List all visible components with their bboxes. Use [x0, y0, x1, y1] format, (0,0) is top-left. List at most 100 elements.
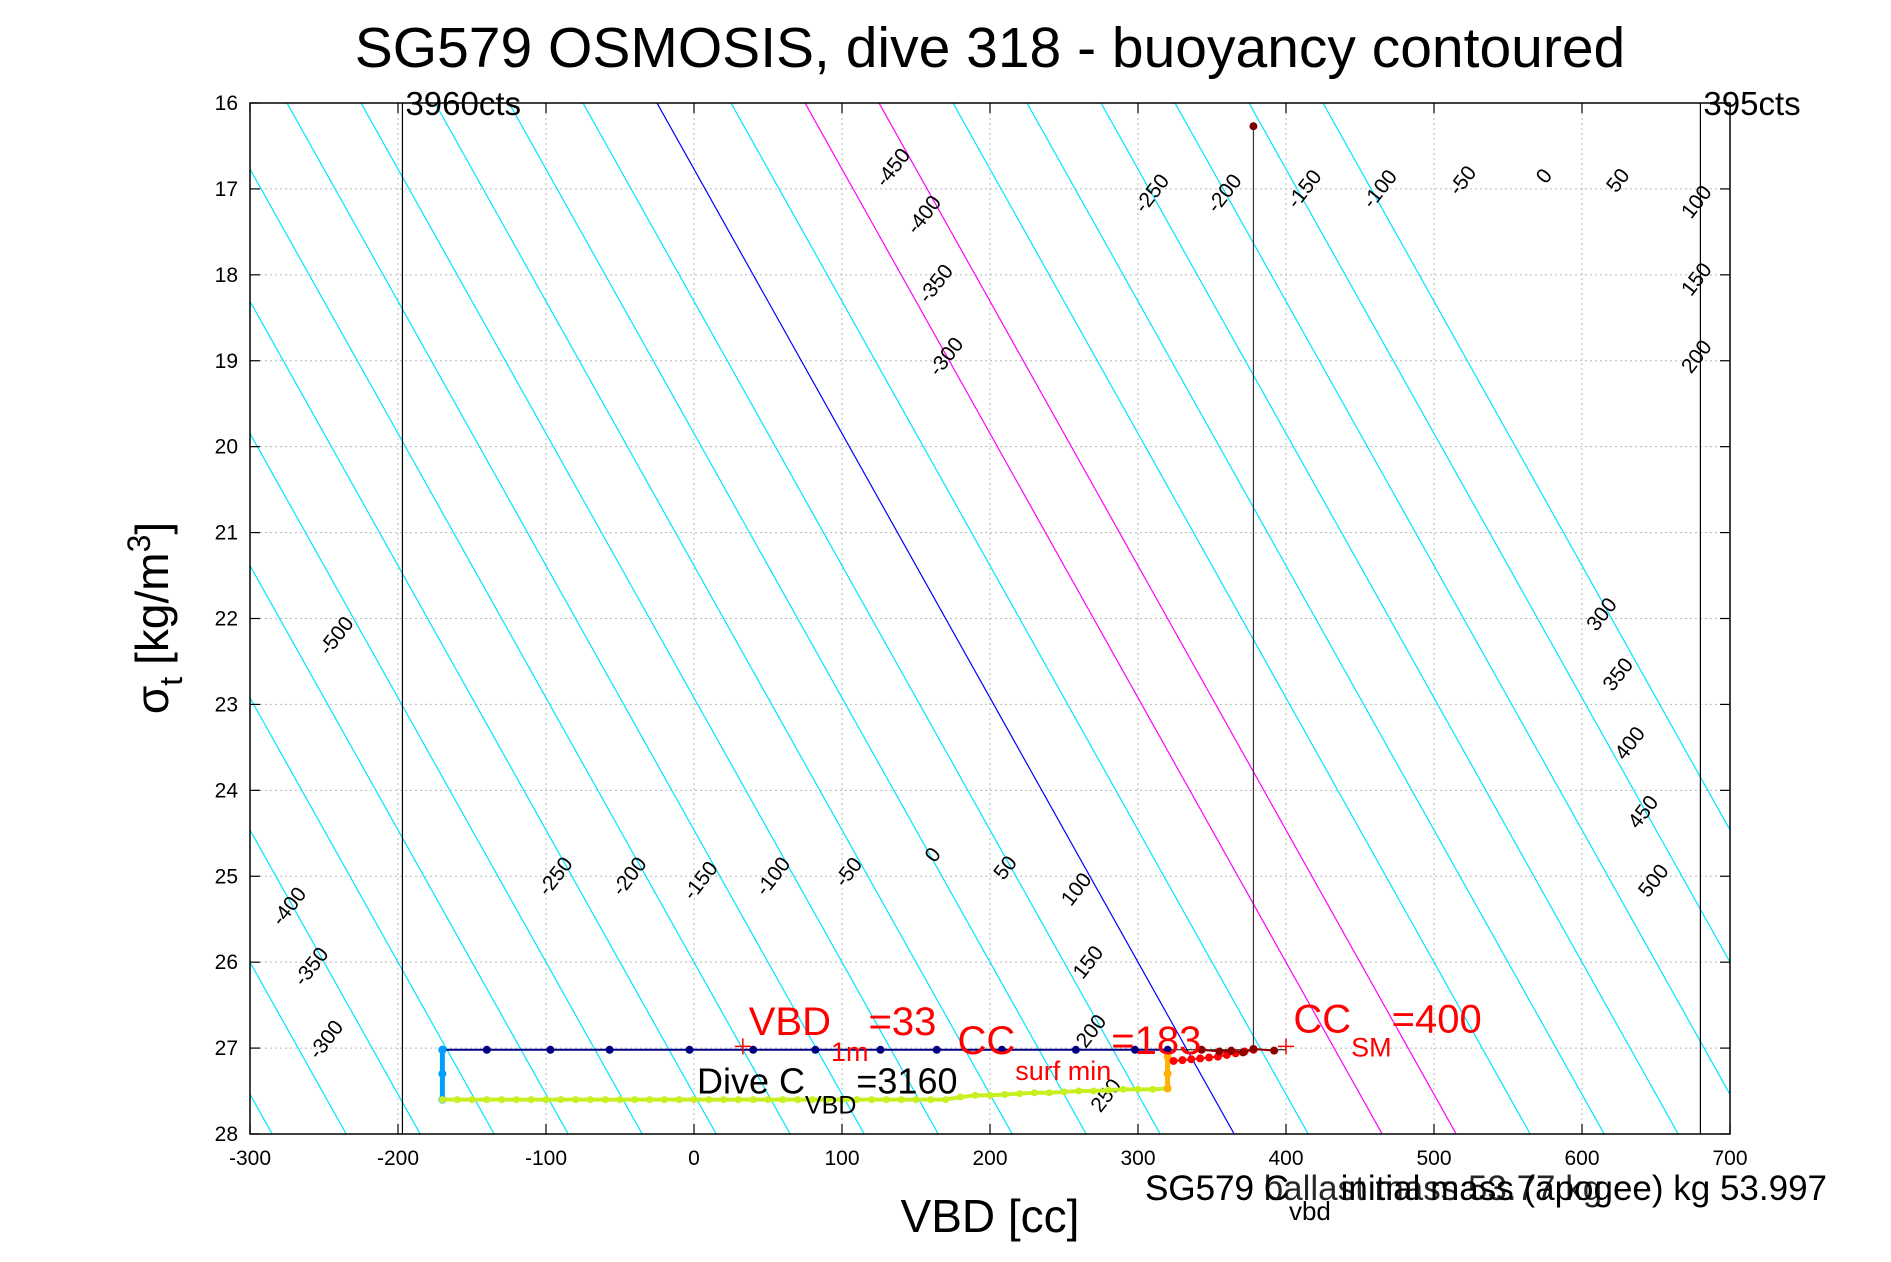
data-point [1104, 1086, 1112, 1094]
annotation-vbd1m-main: VBD [749, 1000, 831, 1044]
data-point [1187, 1055, 1196, 1064]
data-point [1001, 1090, 1009, 1098]
data-point [438, 1045, 447, 1054]
data-point [646, 1096, 654, 1104]
data-point [542, 1096, 550, 1104]
contour-line [508, 103, 1087, 1134]
data-point [1197, 1045, 1206, 1054]
data-point [1163, 1052, 1172, 1061]
y-tick-label: 28 [215, 1123, 238, 1146]
data-point [1163, 1084, 1172, 1093]
contour-line [250, 300, 717, 1134]
y-tick-label: 27 [215, 1037, 238, 1060]
y-tick-label: 21 [215, 522, 238, 545]
data-point [468, 1096, 476, 1104]
data-point [927, 1096, 935, 1104]
x-tick-label: 600 [1564, 1147, 1599, 1170]
zero-contour-line [656, 103, 1235, 1134]
data-point [586, 1096, 594, 1104]
footer-text-b: initial mass (apogee) kg 53.997 [1331, 1169, 1827, 1208]
data-point [660, 1096, 668, 1104]
data-point [794, 1096, 802, 1104]
annotation-cc_sm-value: =400 [1392, 998, 1482, 1042]
data-point [1169, 1056, 1178, 1065]
data-point [882, 1096, 890, 1104]
contour-line [360, 103, 939, 1134]
data-point [1249, 1044, 1258, 1053]
y-axis-label: σt [kg/m3] [121, 522, 189, 714]
data-point [512, 1096, 520, 1104]
data-point [838, 1096, 846, 1104]
magenta-contour-line [804, 103, 1383, 1134]
data-point [764, 1096, 772, 1104]
contour-line [250, 960, 347, 1134]
data-point [1134, 1085, 1142, 1093]
apogee-point [1249, 122, 1258, 131]
data-point [749, 1096, 757, 1104]
contour-line [286, 103, 865, 1134]
y-tick-label: 17 [215, 178, 238, 201]
data-point [605, 1045, 614, 1054]
y-tick-label: 22 [215, 608, 238, 631]
annotation-cc_sm-main: CC [1293, 998, 1351, 1042]
footer-sub: vbd [1289, 1196, 1331, 1226]
annotation-vbd1m-value: =33 [869, 1000, 937, 1044]
data-point [705, 1096, 713, 1104]
y-tick-label: 23 [215, 693, 238, 716]
annotation-cc_surf-sub: surf min [1015, 1056, 1111, 1086]
y-tick-label: 26 [215, 951, 238, 974]
data-point [438, 1069, 447, 1078]
data-point [868, 1096, 876, 1104]
magenta-contour-line [878, 103, 1457, 1134]
contour-line [250, 432, 643, 1134]
annotation-dive_c-sub: VBD [805, 1092, 856, 1120]
contour-line [250, 564, 569, 1134]
data-point [685, 1045, 694, 1054]
data-point [1239, 1048, 1248, 1057]
footer-initial-mass: SG579 Cvbd initial mass (apogee) kg 53.9… [1145, 1169, 1827, 1226]
x-tick-label: 300 [1120, 1147, 1155, 1170]
annotation-cc_surf-main: CC [957, 1019, 1015, 1063]
contour-line [1026, 103, 1605, 1134]
data-point [1215, 1047, 1224, 1056]
data-point [1131, 1045, 1140, 1054]
data-point [1045, 1089, 1053, 1097]
y-tick-label: 24 [215, 779, 239, 802]
data-point [498, 1096, 506, 1104]
data-point [1016, 1090, 1024, 1098]
footer-ballast-mass: SG579 ballast mass 53.77 kg [1145, 1169, 1602, 1208]
annotation-vbd1m: VBD1m=33 [749, 1000, 937, 1067]
x-tick-label: 100 [824, 1147, 859, 1170]
data-point [572, 1096, 580, 1104]
contour-line [730, 103, 1309, 1134]
data-point [1030, 1089, 1038, 1097]
chart-title: SG579 OSMOSIS, dive 318 - buoyancy conto… [355, 16, 1626, 80]
y-tick-label: 16 [215, 92, 238, 115]
data-point [438, 1096, 446, 1104]
data-point [942, 1096, 950, 1104]
data-point [1163, 1045, 1172, 1054]
contour-line [250, 167, 791, 1134]
data-point [720, 1096, 728, 1104]
y-label-sup: 3 [121, 535, 157, 553]
data-point [453, 1096, 461, 1104]
x-tick-label: 200 [972, 1147, 1007, 1170]
data-point [527, 1096, 535, 1104]
x-axis: -300 -200 -100 0 100 200 300 400 500 600 700 [229, 103, 1748, 1170]
contour-line [1322, 103, 1730, 832]
data-point [971, 1091, 979, 1099]
contour-line [952, 103, 1531, 1134]
data-point [1205, 1053, 1214, 1062]
data-point [1270, 1046, 1279, 1055]
x-tick-label: 700 [1712, 1147, 1747, 1170]
data-point [1090, 1087, 1098, 1095]
count-markers: 3960cts 395cts [401, 85, 1801, 1134]
data-point [823, 1096, 831, 1104]
data-point [749, 1045, 758, 1054]
data-point [1119, 1085, 1127, 1093]
y-axis: 16 17 18 19 20 21 22 23 24 25 26 27 28 [215, 92, 1730, 1146]
contour-line [1100, 103, 1679, 1134]
data-point [1075, 1087, 1083, 1095]
